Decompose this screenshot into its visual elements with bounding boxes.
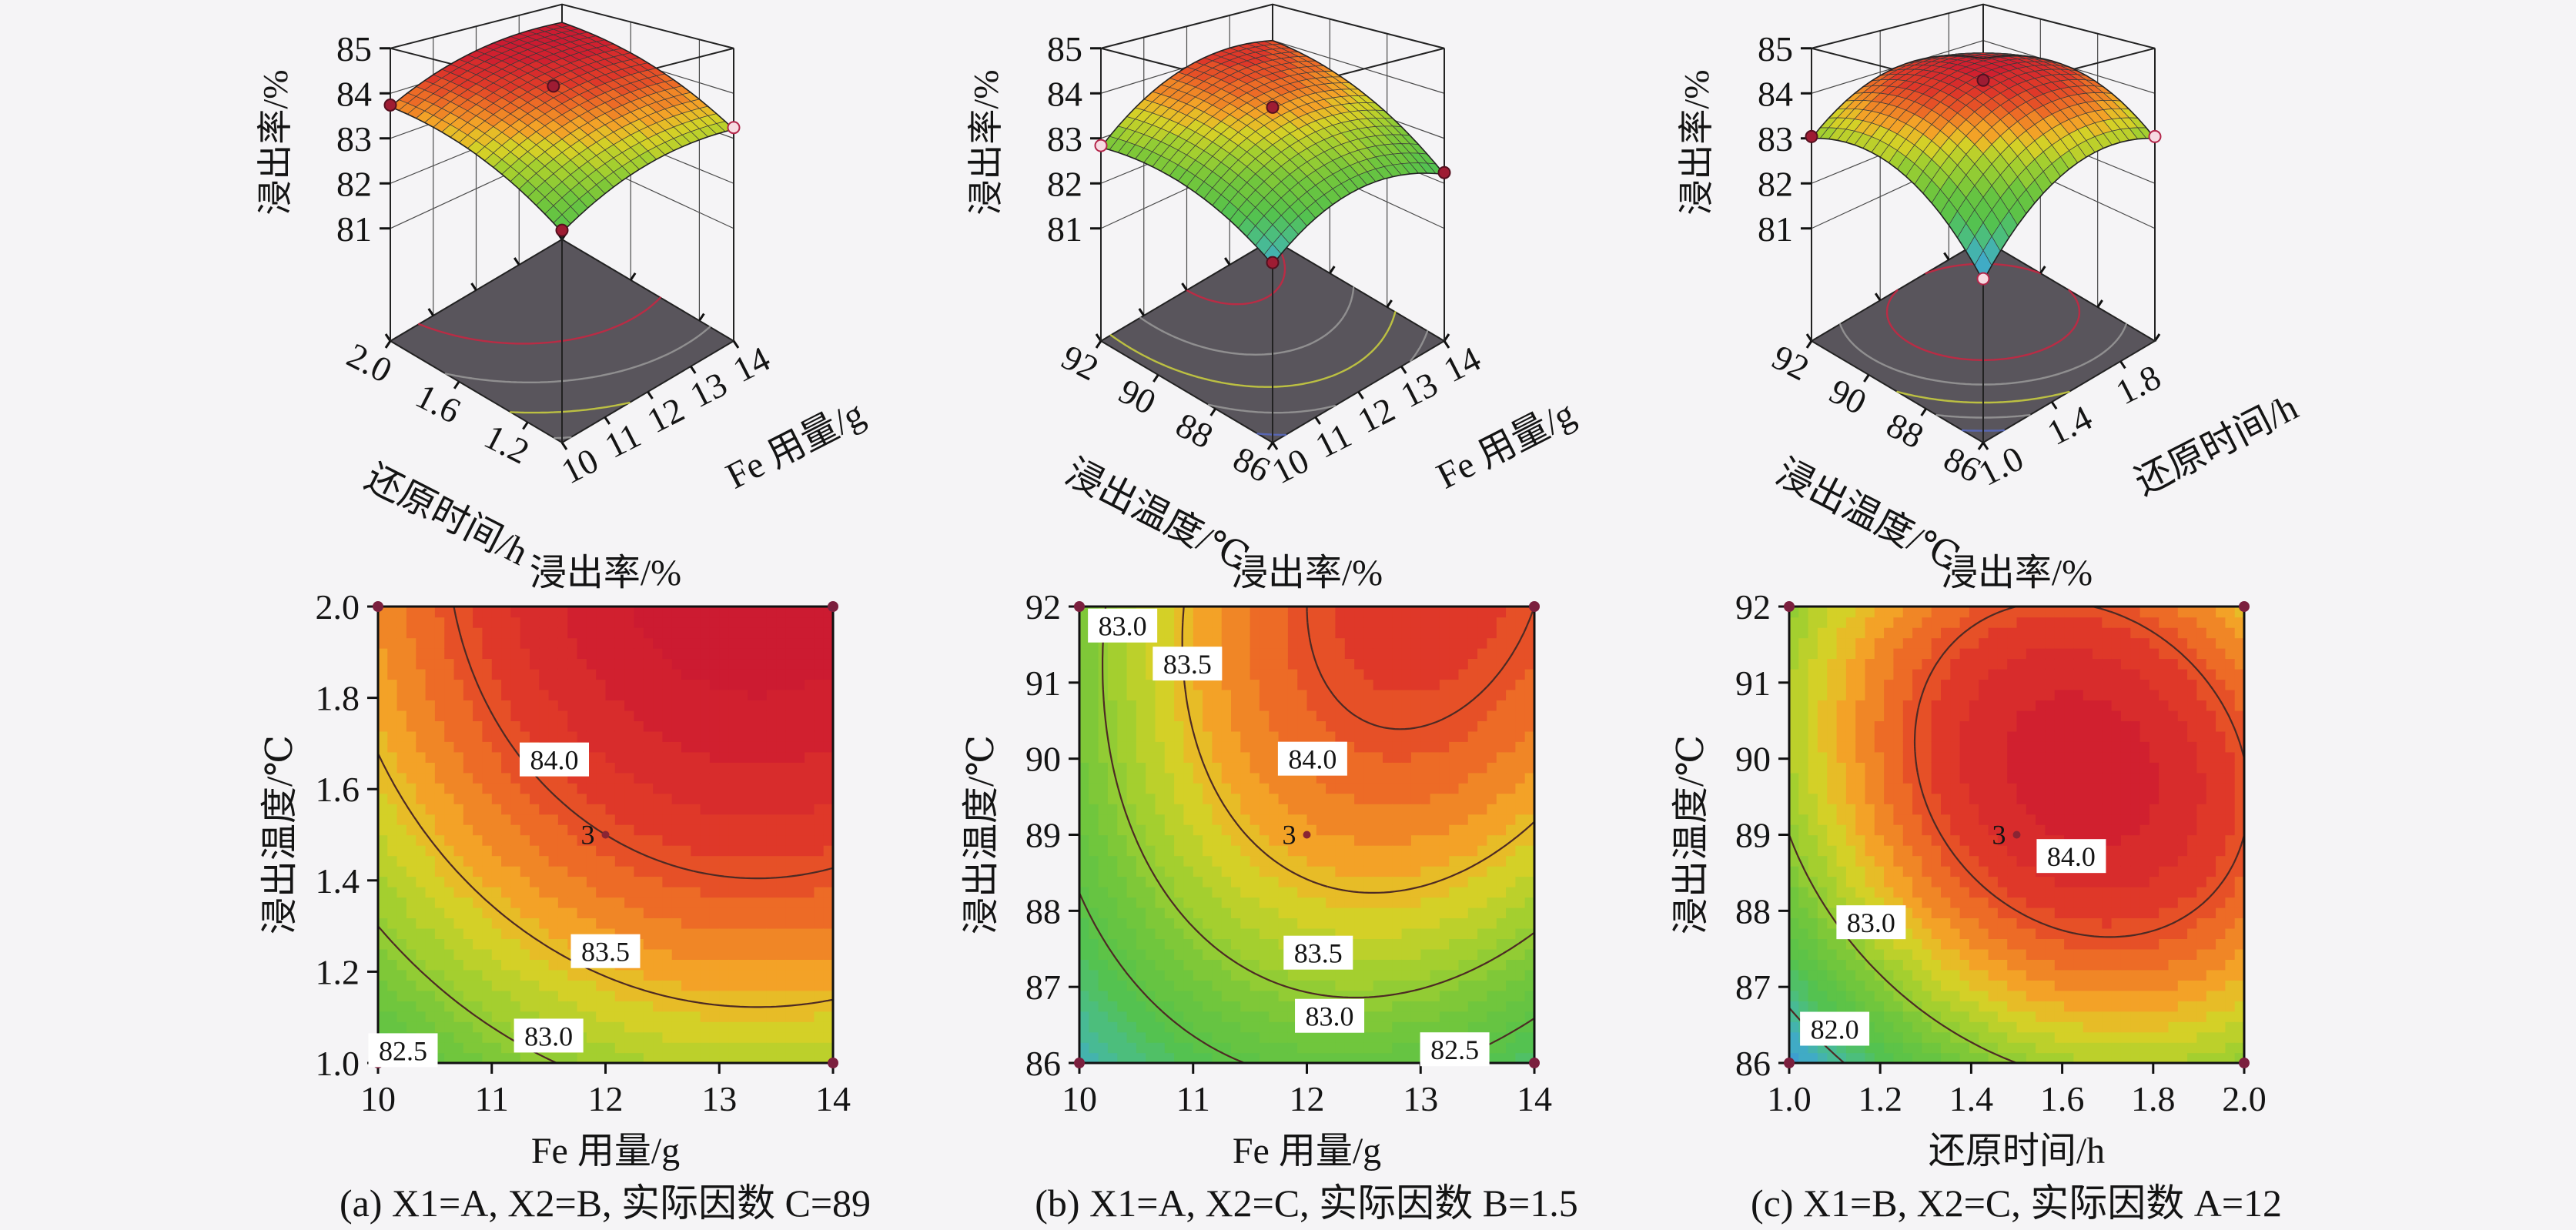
- svg-text:11: 11: [598, 415, 647, 466]
- svg-text:浸出率/%: 浸出率/%: [530, 553, 681, 593]
- floor-contours: [1109, 238, 1429, 436]
- contour-axes: 1.0 1.2 1.4 1.6 1.8 2.086878889909192还原时间/h浸出…: [1671, 587, 2267, 1172]
- contour-value-labels: 84.083.082.0: [1800, 839, 2106, 1046]
- svg-text:3: 3: [581, 820, 595, 851]
- floor-ticks: [1095, 232, 1450, 450]
- floor-contours: [1839, 262, 2127, 432]
- svg-text:81: 81: [1047, 209, 1082, 249]
- svg-text:84: 84: [336, 74, 372, 113]
- z-axis: 81 82 83 84 85 浸出率/%: [256, 29, 372, 249]
- design-points: [1805, 73, 2162, 286]
- contour-axes: 10 11 12 13 14 1.0 1.2 1.4 1.6 1.8 2.0 Fe 用量/g 浸出温度/…: [259, 587, 851, 1172]
- panel-caption-a: (a) X1=A, X2=B, 实际因数 C=89: [339, 1182, 871, 1225]
- panel-caption-c: (c) X1=B, X2=C, 实际因数 A=12: [1750, 1182, 2283, 1225]
- svg-text:83: 83: [1758, 119, 1793, 159]
- svg-text:浸出率/%: 浸出率/%: [966, 69, 1005, 215]
- svg-text:85: 85: [336, 29, 372, 69]
- svg-text:84: 84: [1047, 74, 1082, 113]
- svg-text:1.6: 1.6: [316, 770, 360, 809]
- surface-mesh: [1099, 39, 1446, 266]
- contour-title: 浸出率/%: [530, 553, 681, 593]
- svg-text:85: 85: [1047, 29, 1082, 69]
- svg-text:13: 13: [1394, 364, 1444, 415]
- center-point-marker: 3: [1992, 820, 2021, 851]
- svg-text:14: 14: [815, 1079, 851, 1118]
- svg-text:浸出温度/℃: 浸出温度/℃: [259, 735, 300, 934]
- svg-text:83: 83: [336, 119, 372, 159]
- svg-text:81: 81: [336, 209, 372, 249]
- svg-text:1.4: 1.4: [2041, 398, 2098, 453]
- floor-contours: [418, 296, 711, 440]
- svg-text:还原时间/h: 还原时间/h: [2129, 387, 2304, 503]
- svg-text:14: 14: [1437, 339, 1487, 389]
- svg-text:14: 14: [727, 339, 776, 389]
- svg-text:1.4: 1.4: [316, 861, 360, 901]
- z-axis: 81 82 83 84 85 浸出率/%: [966, 29, 1082, 249]
- svg-text:10: 10: [555, 440, 604, 491]
- surface-mesh: [1810, 52, 2156, 282]
- svg-text:13: 13: [701, 1079, 737, 1118]
- contour-title: 浸出率/%: [1231, 553, 1383, 593]
- heat-map: [1079, 607, 1535, 1064]
- svg-text:11: 11: [1309, 415, 1357, 466]
- corner-design-points: [1784, 601, 2250, 1068]
- svg-text:1.0: 1.0: [316, 1044, 360, 1083]
- design-points: [383, 79, 741, 237]
- svg-text:10: 10: [1266, 440, 1315, 491]
- corner-design-points: [1074, 601, 1540, 1068]
- svg-text:83.5: 83.5: [581, 937, 630, 968]
- z-axis: 81 82 83 84 85 浸出率/%: [1677, 29, 1793, 249]
- svg-text:84: 84: [1758, 74, 1793, 113]
- svg-text:Fe 用量/g: Fe 用量/g: [531, 1131, 680, 1172]
- contour-value-labels: 84.0 83.5 83.0 82.5: [368, 742, 641, 1068]
- svg-text:83.0: 83.0: [524, 1021, 573, 1051]
- svg-text:11: 11: [475, 1079, 509, 1118]
- svg-text:浸出率/%: 浸出率/%: [1677, 69, 1716, 215]
- contour-value-labels: 83.083.584.083.583.082.5: [1088, 608, 1490, 1067]
- contour-plot-a: 浸出率/% 10 11 12 13 14 1.0 1.2 1.4 1.6 1.8 2.0 Fe 用量/g…: [259, 553, 851, 1172]
- svg-text:浸出率/%: 浸出率/%: [1231, 553, 1383, 593]
- svg-text:10: 10: [360, 1079, 396, 1118]
- design-points: [1094, 100, 1451, 269]
- svg-text:13: 13: [684, 364, 733, 415]
- surface-mesh: [389, 22, 735, 233]
- svg-text:84.0: 84.0: [530, 745, 579, 776]
- svg-text:82: 82: [1047, 164, 1082, 203]
- svg-text:81: 81: [1758, 209, 1793, 249]
- svg-text:82: 82: [336, 164, 372, 203]
- svg-text:82: 82: [1758, 164, 1793, 203]
- svg-text:1.8: 1.8: [316, 679, 360, 718]
- svg-text:12: 12: [641, 389, 690, 440]
- svg-text:1.8: 1.8: [2109, 357, 2166, 413]
- svg-text:85: 85: [1758, 29, 1793, 69]
- panel-caption-b: (b) X1=A, X2=C, 实际因数 B=1.5: [1035, 1182, 1578, 1225]
- svg-text:12: 12: [1351, 389, 1400, 440]
- center-point-marker: 3: [1283, 820, 1311, 851]
- contour-plot-c: 浸出率/%1.0 1.2 1.4 1.6 1.8 2.086878889909192还原时…: [1671, 553, 2267, 1172]
- contour-title: 浸出率/%: [1941, 553, 2093, 593]
- svg-text:浸出率/%: 浸出率/%: [256, 69, 295, 215]
- svg-text:83: 83: [1047, 119, 1082, 159]
- heat-map: [1789, 607, 2245, 1064]
- center-point-marker: 3: [581, 820, 610, 851]
- svg-text:1.2: 1.2: [316, 952, 360, 991]
- svg-text:82.5: 82.5: [379, 1035, 427, 1066]
- svg-text:2.0: 2.0: [316, 587, 360, 627]
- svg-text:12: 12: [588, 1079, 624, 1118]
- contour-lines: [377, 606, 834, 1064]
- heat-map: [378, 607, 834, 1064]
